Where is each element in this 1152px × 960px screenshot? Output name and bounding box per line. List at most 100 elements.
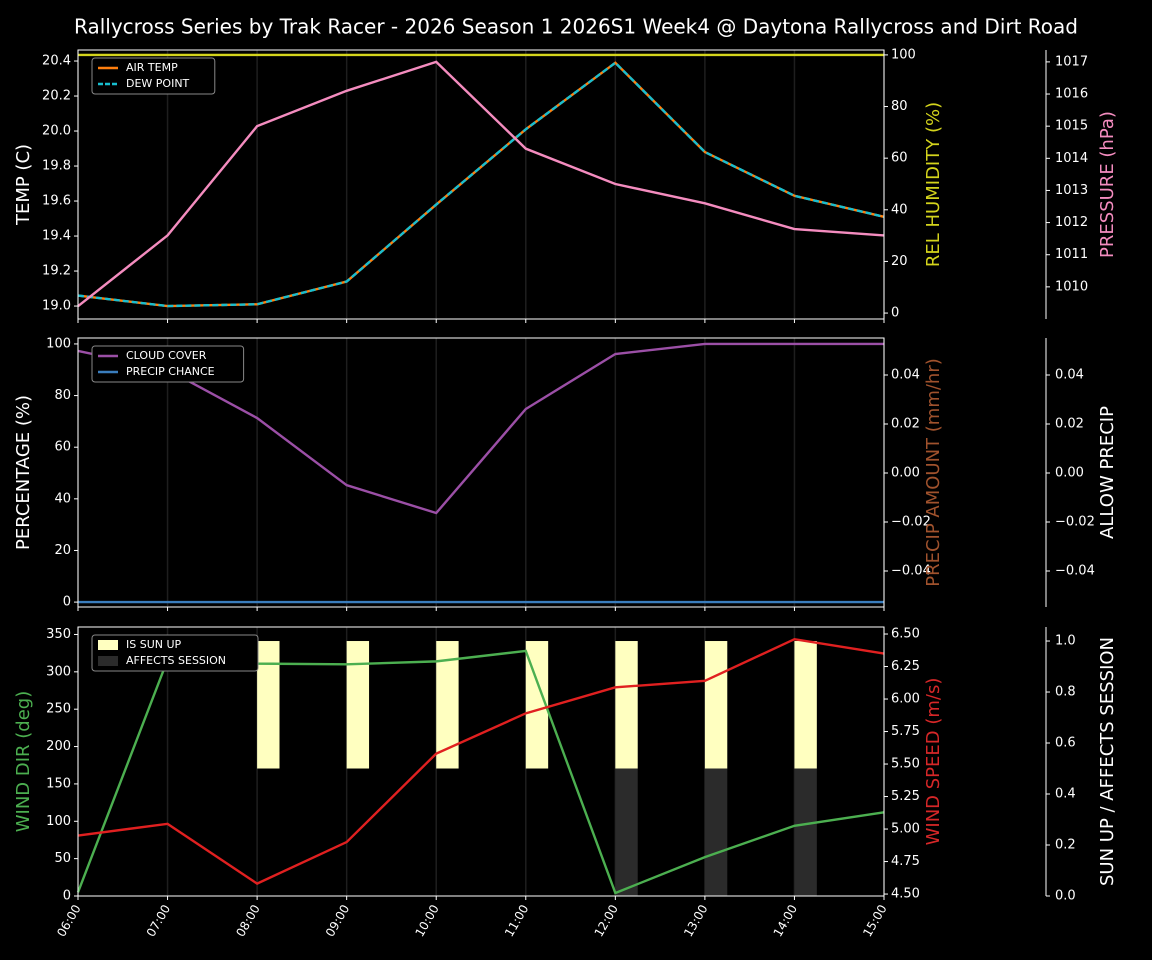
y2-tick-label: 4.75: [891, 854, 920, 869]
y2-tick-label: 4.50: [891, 887, 920, 902]
legend: IS SUN UP AFFECTS SESSION: [91, 634, 259, 672]
y-tick-label: 19.4: [42, 229, 71, 244]
y3-tick-label: 0.2: [1055, 838, 1076, 853]
y2-tick-label: 0.04: [891, 367, 920, 382]
y-tick-label: 250: [46, 702, 71, 717]
y-axis-label: WIND DIR (deg): [13, 691, 34, 833]
x-tick-label: 10:00: [412, 902, 441, 939]
legend: AIR TEMP DEW POINT: [91, 57, 216, 95]
bar: [615, 641, 638, 769]
bar: [794, 641, 817, 769]
bar: [615, 768, 638, 896]
y-tick-label: 300: [46, 664, 71, 679]
y-tick-label: 150: [46, 776, 71, 791]
y3-tick-label: 0.04: [1055, 367, 1084, 382]
y2-tick-label: 5.25: [891, 789, 920, 804]
y2-tick-label: −0.02: [891, 514, 931, 529]
y3-tick-label: 1.0: [1055, 634, 1076, 649]
x-tick-label: 09:00: [323, 902, 352, 939]
bar: [704, 768, 728, 896]
y-axis-label: PERCENTAGE (%): [13, 395, 34, 550]
series-line: [77, 61, 885, 308]
y3-tick-label: 1012: [1055, 215, 1088, 230]
legend-box: [91, 57, 216, 95]
y2-tick-label: 0: [891, 306, 899, 321]
bar: [704, 641, 728, 769]
y2-tick-label: 100: [891, 47, 916, 62]
series-line: [77, 60, 885, 308]
legend-label: DEW POINT: [126, 77, 190, 90]
bar: [794, 768, 817, 896]
y2-tick-label: 0.00: [891, 465, 920, 480]
legend-label: PRECIP CHANCE: [126, 365, 215, 378]
series-line: [77, 342, 884, 515]
y2-tick-label: −0.04: [891, 563, 931, 578]
y-tick-label: 19.0: [42, 299, 71, 314]
y3-axis-label: ALLOW PRECIP: [1097, 406, 1118, 539]
y-tick-label: 20.4: [42, 54, 71, 69]
series-line: [77, 61, 885, 308]
y2-tick-label: 5.75: [891, 724, 920, 739]
y-tick-label: 50: [54, 851, 71, 866]
y2-tick-label: 6.00: [891, 692, 920, 707]
legend-swatch: [98, 656, 118, 666]
y3-tick-label: 1013: [1055, 183, 1088, 198]
y2-tick-label: 5.50: [891, 757, 920, 772]
x-tick-label: 14:00: [771, 902, 800, 939]
x-tick-label: 11:00: [502, 902, 531, 939]
y-tick-label: 60: [54, 440, 71, 455]
y3-tick-label: 1011: [1055, 247, 1088, 262]
y2-tick-label: 80: [891, 99, 908, 114]
legend-label: IS SUN UP: [126, 638, 182, 651]
y-tick-label: 19.8: [42, 159, 71, 174]
y2-tick-label: 0.02: [891, 416, 920, 431]
x-tick-label: 15:00: [860, 902, 889, 939]
series-line: [77, 637, 885, 886]
bar: [346, 641, 370, 769]
y3-tick-label: 0.4: [1055, 787, 1076, 802]
y2-axis-label: WIND SPEED (m/s): [923, 678, 944, 846]
y3-tick-label: 0.00: [1055, 465, 1084, 480]
chart-title: Rallycross Series by Trak Racer - 2026 S…: [74, 15, 1078, 39]
plot-frame: [77, 337, 885, 608]
y3-tick-label: 0.02: [1055, 416, 1084, 431]
legend-label: AFFECTS SESSION: [126, 654, 226, 667]
y2-tick-label: 6.25: [891, 659, 920, 674]
legend-box: [91, 345, 245, 383]
plot-frame: [77, 49, 885, 320]
y-tick-label: 20: [54, 543, 71, 558]
bar: [525, 641, 549, 769]
y-tick-label: 100: [46, 814, 71, 829]
x-tick-label: 13:00: [681, 902, 710, 939]
y3-tick-label: 1010: [1055, 279, 1088, 294]
y-tick-label: 19.6: [42, 194, 71, 209]
y3-tick-label: 1016: [1055, 87, 1088, 102]
y2-tick-label: 5.00: [891, 822, 920, 837]
y3-tick-label: 1015: [1055, 119, 1088, 134]
y2-axis-label: REL HUMIDITY (%): [923, 102, 944, 267]
bar: [436, 641, 459, 769]
y3-tick-label: 0.0: [1055, 889, 1076, 904]
y-tick-label: 0: [63, 595, 71, 610]
y3-tick-label: 0.6: [1055, 736, 1076, 751]
y3-axis-label: SUN UP / AFFECTS SESSION: [1097, 637, 1118, 886]
y-tick-label: 40: [54, 491, 71, 506]
y-tick-label: 350: [46, 627, 71, 642]
y-tick-label: 100: [46, 336, 71, 351]
y2-tick-label: 20: [891, 254, 908, 269]
y2-tick-label: 6.50: [891, 627, 920, 642]
y-tick-label: 20.0: [42, 124, 71, 139]
y-axis-label: TEMP (C): [13, 144, 34, 226]
y2-tick-label: 40: [891, 202, 908, 217]
y3-tick-label: −0.02: [1055, 514, 1095, 529]
bar: [257, 641, 280, 769]
legend-label: CLOUD COVER: [126, 349, 207, 362]
y-tick-label: 200: [46, 739, 71, 754]
series-line: [76, 649, 885, 895]
y3-tick-label: −0.04: [1055, 563, 1095, 578]
x-tick-label: 06:00: [54, 902, 83, 939]
legend-box: [91, 634, 259, 672]
x-tick-label: 07:00: [144, 902, 173, 939]
y2-axis-label: PRECIP AMOUNT (mm/hr): [923, 358, 944, 587]
y-tick-label: 80: [54, 388, 71, 403]
